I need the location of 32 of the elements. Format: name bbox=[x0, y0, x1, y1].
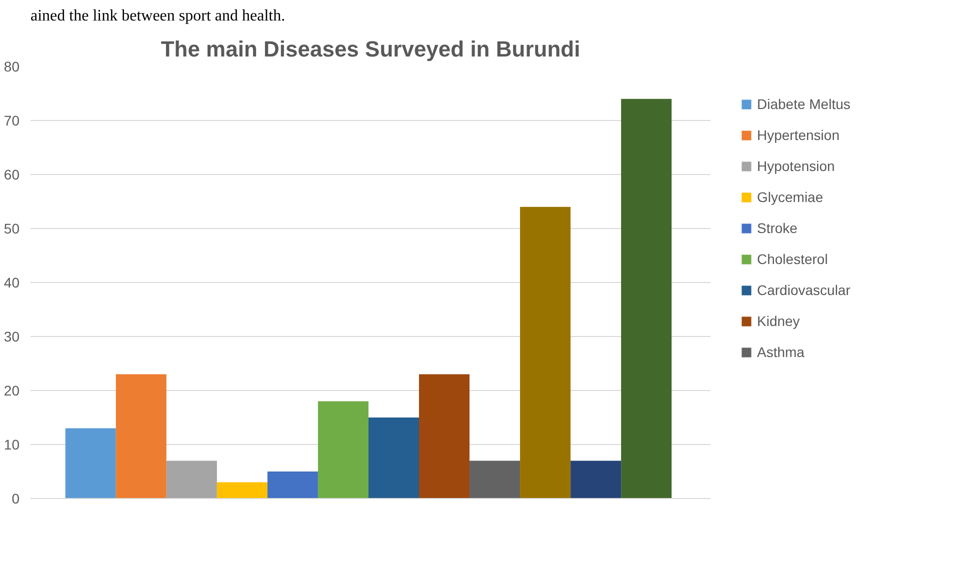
bar bbox=[470, 460, 520, 498]
bar bbox=[368, 418, 419, 498]
bar bbox=[570, 460, 622, 498]
bar bbox=[621, 98, 672, 498]
y-tick-label: 0 bbox=[12, 490, 20, 506]
bar bbox=[216, 482, 268, 498]
bar bbox=[166, 460, 217, 498]
bar bbox=[65, 428, 116, 498]
y-tick-label: 60 bbox=[4, 166, 20, 182]
y-tick-label: 10 bbox=[4, 436, 20, 452]
y-tick-label: 80 bbox=[4, 58, 20, 74]
chart-title: The main Diseases Surveyed in Burundi bbox=[160, 36, 580, 62]
legend-label: Stroke bbox=[757, 220, 798, 236]
text: ained the link between sport and health. bbox=[30, 8, 286, 24]
legend-label: Glycemiae bbox=[757, 189, 824, 205]
bar bbox=[116, 374, 166, 498]
y-tick-label: 50 bbox=[4, 220, 20, 236]
y-tick-label: 70 bbox=[4, 112, 20, 128]
y-tick-label: 20 bbox=[4, 382, 20, 398]
legend-label: Diabete Meltus bbox=[757, 96, 850, 112]
bar bbox=[419, 374, 470, 498]
bar bbox=[520, 206, 571, 498]
legend-label: Hypertension bbox=[757, 127, 840, 143]
legend-label: Asthma bbox=[757, 344, 804, 360]
y-tick-label: 30 bbox=[4, 328, 20, 344]
y-tick-label: 40 bbox=[4, 274, 20, 290]
legend-label: Cholesterol bbox=[757, 251, 828, 267]
legend-label: Hypotension bbox=[757, 158, 835, 174]
legend-label: Kidney bbox=[757, 313, 800, 329]
legend-label: Cardiovascular bbox=[757, 282, 850, 298]
bar bbox=[318, 401, 368, 498]
bar bbox=[267, 472, 318, 498]
